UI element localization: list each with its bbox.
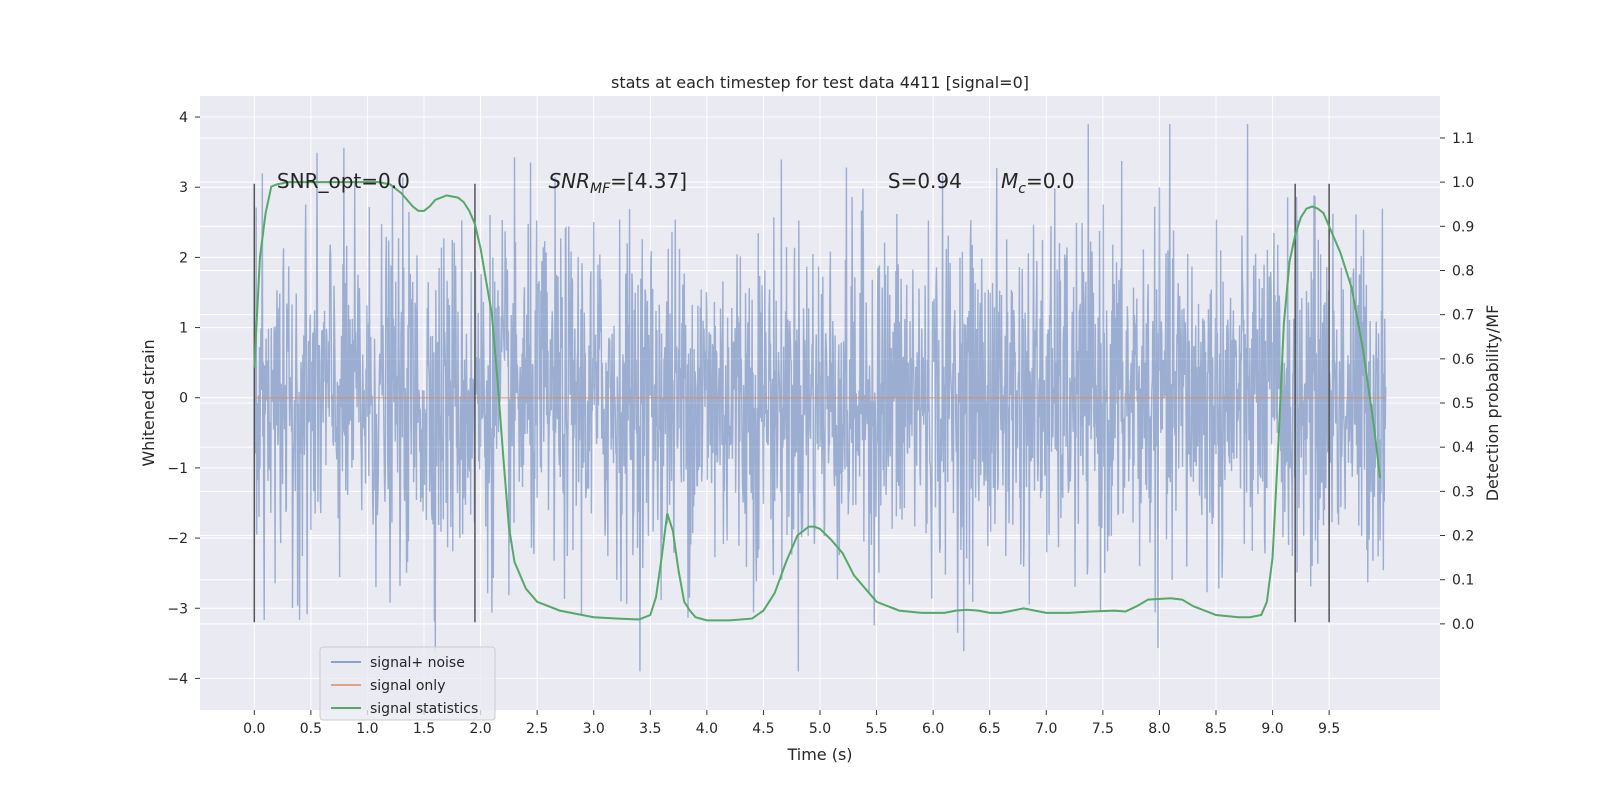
x-tick-label: 7.0 — [1035, 721, 1057, 737]
y2-axis-label: Detection probability/MF — [1483, 305, 1502, 502]
chart-title: stats at each timestep for test data 441… — [611, 73, 1029, 92]
annotation-text: SNRMF=[4.37] — [548, 169, 687, 197]
y-tick-label: −3 — [167, 601, 188, 617]
x-tick-label: 9.0 — [1261, 721, 1283, 737]
y2-tick-label: 0.2 — [1452, 529, 1474, 545]
y2-tick-label: 1.1 — [1452, 131, 1474, 147]
x-tick-label: 9.5 — [1318, 721, 1340, 737]
x-tick-label: 3.5 — [639, 721, 661, 737]
legend-box — [319, 646, 496, 721]
annotation-text: SNR_opt=0.0 — [277, 169, 410, 193]
series-signal-plus-noise — [253, 124, 1387, 672]
x-tick-label: 1.5 — [413, 721, 435, 737]
y-tick-label: −1 — [167, 461, 188, 477]
x-tick-label: 5.5 — [865, 721, 887, 737]
y-tick-label: 3 — [179, 180, 188, 196]
legend: signal+ noise signal only signal statist… — [319, 646, 496, 721]
y2-tick-label: 0.0 — [1452, 617, 1474, 633]
y2-tick-label: 0.4 — [1452, 440, 1474, 456]
x-tick-label: 8.0 — [1148, 721, 1170, 737]
legend-label-signal-plus-noise: signal+ noise — [370, 655, 465, 671]
annotation-text: S=0.94 — [888, 169, 962, 193]
y-tick-label: −2 — [167, 531, 188, 547]
series-signal-statistics — [253, 181, 1382, 622]
x-tick-label: 2.0 — [469, 721, 491, 737]
y2-tick-label: 1.0 — [1452, 175, 1474, 191]
y2-tick-label: 0.8 — [1452, 263, 1474, 279]
x-tick-label: 0.5 — [300, 721, 322, 737]
y-tick-label: 0 — [179, 391, 188, 407]
annotations: SNR_opt=0.0 SNRMF=[4.37] S=0.94 Mc=0.0 — [277, 169, 1075, 197]
x-tick-label: 1.0 — [356, 721, 378, 737]
y-axis-label: Whitened strain — [139, 339, 158, 466]
y2-tick-label: 0.3 — [1452, 484, 1474, 500]
x-tick-label: 6.5 — [979, 721, 1001, 737]
vertical-markers — [253, 183, 1330, 623]
signal-statistics-line — [253, 181, 1382, 622]
legend-label-signal-statistics: signal statistics — [370, 701, 478, 717]
annotation-text: Mc=0.0 — [1001, 169, 1075, 197]
y-tick-label: 4 — [179, 110, 188, 126]
y-tick-label: −4 — [167, 671, 188, 687]
x-tick-label: 5.0 — [809, 721, 831, 737]
x-tick-label: 3.0 — [583, 721, 605, 737]
legend-label-signal-only: signal only — [370, 678, 445, 694]
x-tick-label: 4.5 — [752, 721, 774, 737]
y2-tick-label: 0.7 — [1452, 308, 1474, 324]
y2-tick-label: 0.5 — [1452, 396, 1474, 412]
x-tick-label: 2.5 — [526, 721, 548, 737]
x-tick-label: 4.0 — [696, 721, 718, 737]
y2-tick-label: 0.6 — [1452, 352, 1474, 368]
y-tick-label: 2 — [179, 250, 188, 266]
x-tick-label: 7.5 — [1092, 721, 1114, 737]
y2-tick-label: 0.9 — [1452, 219, 1474, 235]
tick-labels: 0.0 0.5 1.0 1.5 2.0 2.5 3.0 3.5 4.0 4.5 5.0 5.5 6.0 6… — [167, 110, 1474, 737]
y-tick-label: 1 — [179, 321, 188, 337]
x-tick-label: 0.0 — [243, 721, 265, 737]
signal-plus-noise-line — [253, 124, 1387, 672]
y2-tick-label: 0.1 — [1452, 573, 1474, 589]
x-tick-label: 6.0 — [922, 721, 944, 737]
x-axis-label: Time (s) — [786, 745, 852, 764]
x-tick-label: 8.5 — [1205, 721, 1227, 737]
